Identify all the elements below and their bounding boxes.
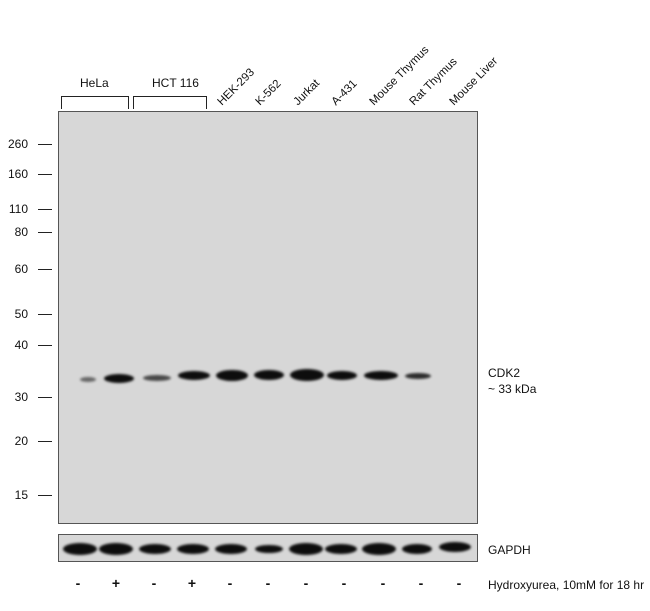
mw-label-20: 20 xyxy=(14,434,28,448)
main-blot xyxy=(58,111,478,524)
treatment-sign-lane-11: - xyxy=(456,575,462,591)
lane-label-a431: A-431 xyxy=(329,77,360,108)
cdk2-band-lane-1 xyxy=(80,377,96,382)
cdk2-band-lane-10 xyxy=(405,373,431,379)
mw-label-60: 60 xyxy=(14,262,28,276)
gapdh-band-lane-10 xyxy=(402,544,432,554)
gapdh-band-lane-2 xyxy=(99,543,133,555)
mw-label-260: 260 xyxy=(7,137,28,151)
treatment-sign-lane-2: + xyxy=(111,575,121,591)
cdk2-band-lane-4 xyxy=(178,371,210,380)
group-label-hct116: HCT 116 xyxy=(152,76,199,90)
gapdh-band-lane-4 xyxy=(177,544,209,554)
mw-tick-80 xyxy=(38,232,52,233)
mw-tick-60 xyxy=(38,269,52,270)
cdk2-band-lane-2 xyxy=(104,374,134,383)
lane-label-hek293: HEK-293 xyxy=(215,66,258,108)
treatment-sign-lane-4: + xyxy=(187,575,197,591)
target-name: CDK2 xyxy=(488,366,521,380)
mw-label-110: 110 xyxy=(8,202,28,216)
gapdh-band-lane-1 xyxy=(63,543,97,555)
mw-label-80: 80 xyxy=(14,225,28,239)
loading-control-label: GAPDH xyxy=(488,543,531,557)
mw-label-30: 30 xyxy=(14,390,28,404)
lane-label-k562: K-562 xyxy=(253,77,284,108)
cdk2-band-lane-3 xyxy=(143,375,171,381)
gapdh-band-lane-5 xyxy=(215,544,247,554)
mw-tick-20 xyxy=(38,441,52,442)
mw-tick-40 xyxy=(38,345,52,346)
mw-label-50: 50 xyxy=(14,307,28,321)
treatment-sign-lane-3: - xyxy=(151,575,157,591)
gapdh-band-lane-11 xyxy=(439,542,471,552)
cdk2-band-lane-7 xyxy=(290,369,324,381)
mw-tick-15 xyxy=(38,495,52,496)
mw-tick-110 xyxy=(38,209,52,210)
bracket-hct116 xyxy=(133,96,207,109)
mw-tick-260 xyxy=(38,144,52,145)
gapdh-blot xyxy=(58,534,478,562)
cdk2-band-lane-6 xyxy=(254,370,284,380)
mw-tick-50 xyxy=(38,314,52,315)
cdk2-band-lane-8 xyxy=(327,371,357,380)
gapdh-band-lane-6 xyxy=(255,545,283,553)
cdk2-band-lane-5 xyxy=(216,370,248,381)
gapdh-band-lane-7 xyxy=(289,543,323,555)
mw-tick-160 xyxy=(38,174,52,175)
bracket-hela xyxy=(61,96,129,109)
mw-tick-30 xyxy=(38,397,52,398)
lane-label-jurkat: Jurkat xyxy=(291,77,323,108)
group-label-hela: HeLa xyxy=(80,76,109,90)
gapdh-band-lane-9 xyxy=(362,543,396,555)
treatment-sign-lane-5: - xyxy=(227,575,233,591)
treatment-sign-lane-8: - xyxy=(341,575,347,591)
mw-label-15: 15 xyxy=(14,488,28,502)
gapdh-band-lane-3 xyxy=(139,544,171,554)
treatment-sign-lane-7: - xyxy=(303,575,309,591)
treatment-label: Hydroxyurea, 10mM for 18 hr xyxy=(488,578,645,592)
gapdh-band-lane-8 xyxy=(325,544,357,554)
mw-label-40: 40 xyxy=(14,338,28,352)
treatment-sign-lane-1: - xyxy=(75,575,81,591)
target-size: ~ 33 kDa xyxy=(488,382,537,396)
treatment-sign-lane-6: - xyxy=(265,575,271,591)
treatment-sign-lane-10: - xyxy=(418,575,424,591)
treatment-sign-lane-9: - xyxy=(380,575,386,591)
mw-label-160: 160 xyxy=(7,167,28,181)
cdk2-band-lane-9 xyxy=(364,371,398,380)
